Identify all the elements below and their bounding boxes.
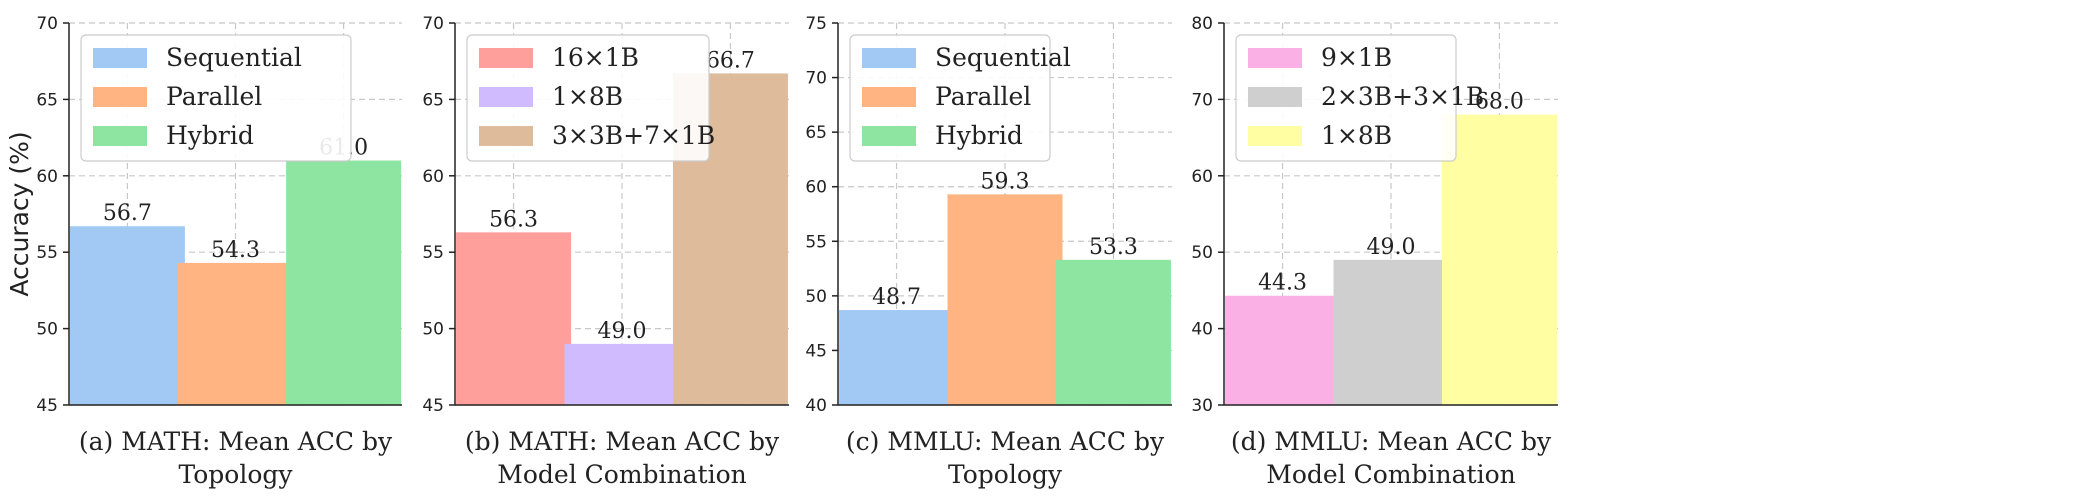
y-tick-label: 30	[1191, 396, 1213, 416]
y-tick-label: 70	[805, 69, 827, 89]
panel-caption: (a) MATH: Mean ACC by	[79, 427, 393, 456]
value-label: 54.3	[211, 238, 260, 263]
value-label: 68.0	[1475, 90, 1524, 115]
legend-entry: Sequential	[935, 43, 1071, 72]
bar-1	[1333, 259, 1449, 405]
y-tick-label: 40	[1191, 320, 1213, 340]
value-label: 56.7	[103, 201, 152, 226]
y-tick-label: 60	[36, 167, 58, 187]
legend-swatch	[862, 126, 916, 146]
legend-entry: 1×8B	[552, 82, 623, 111]
y-tick-label: 45	[805, 341, 827, 361]
bar-2	[1441, 114, 1557, 406]
value-label: 59.3	[981, 169, 1030, 194]
value-label: 44.3	[1258, 271, 1307, 296]
legend-swatch	[1248, 48, 1302, 68]
chart-panel-b: 56.3 49.0 66.7 45 50 55 60 65 70 (b) MATH: Mean A…	[422, 14, 789, 489]
y-tick-label: 65	[422, 90, 444, 110]
legend-entry: 2×3B+3×1B	[1321, 82, 1484, 111]
y-tick-label: 60	[805, 178, 827, 198]
y-tick-label: 55	[805, 232, 827, 252]
y-tick-label: 40	[805, 396, 827, 416]
legend-entry: Hybrid	[166, 121, 254, 150]
legend-entry: 3×3B+7×1B	[552, 121, 715, 150]
value-label: 56.3	[489, 207, 538, 232]
value-label: 48.7	[872, 285, 921, 310]
bar-1	[178, 262, 293, 405]
legend-entry: Parallel	[935, 82, 1031, 111]
legend-swatch	[1248, 126, 1302, 146]
chart-panel-d: 44.3 49.0 68.0 30 40 50 60 70 80 (d) MMLU: Mean A…	[1191, 14, 1558, 489]
bar-2	[1055, 259, 1171, 405]
y-tick-label: 70	[422, 14, 444, 34]
value-label: 49.0	[1367, 235, 1416, 260]
legend-swatch	[479, 87, 533, 107]
panel-caption: Model Combination	[497, 460, 746, 489]
y-tick-label: 65	[805, 123, 827, 143]
bar-2	[286, 160, 402, 405]
legend-entry: 1×8B	[1321, 121, 1392, 150]
bar-0	[456, 232, 572, 405]
y-tick-label: 50	[805, 287, 827, 307]
y-tick-label: 75	[805, 14, 827, 34]
legend-entry: Hybrid	[935, 121, 1023, 150]
bar-0	[839, 310, 955, 405]
legend-box	[80, 34, 352, 162]
legend-entry: 16×1B	[552, 43, 639, 72]
y-tick-label: 55	[422, 243, 444, 263]
y-tick-label: 50	[36, 320, 58, 340]
panel-caption: (c) MMLU: Mean ACC by	[846, 427, 1165, 456]
bar-0	[1225, 295, 1341, 405]
value-label: 53.3	[1089, 235, 1138, 260]
y-tick-label: 55	[36, 243, 58, 263]
legend-swatch	[862, 87, 916, 107]
y-tick-label: 80	[1191, 14, 1213, 34]
y-tick-label: 60	[1191, 167, 1213, 187]
value-label: 66.7	[706, 48, 755, 73]
legend-swatch	[93, 48, 147, 68]
bar-1	[947, 194, 1063, 405]
y-tick-label: 50	[1191, 243, 1213, 263]
legend-swatch	[479, 48, 533, 68]
legend-entry: 9×1B	[1321, 43, 1392, 72]
panel-caption: (d) MMLU: Mean ACC by	[1231, 427, 1552, 456]
legend-swatch	[1248, 87, 1302, 107]
legend-swatch	[479, 126, 533, 146]
panel-caption: Topology	[948, 460, 1063, 489]
legend-entry: Sequential	[166, 43, 302, 72]
legend-entry: Parallel	[166, 82, 262, 111]
y-tick-label: 65	[36, 90, 58, 110]
value-label: 49.0	[598, 319, 647, 344]
legend-swatch	[862, 48, 916, 68]
y-tick-label: 45	[422, 396, 444, 416]
y-tick-label: 70	[36, 14, 58, 34]
y-tick-label: 60	[422, 167, 444, 187]
legend-swatch	[93, 87, 147, 107]
panel-caption: Topology	[178, 460, 293, 489]
bar-1	[564, 343, 680, 405]
panel-caption: Model Combination	[1266, 460, 1515, 489]
y-tick-label: 50	[422, 320, 444, 340]
y-tick-label: 70	[1191, 90, 1213, 110]
chart-panel-a: 56.754.361.0455055606570Accuracy (%)(a) …	[5, 14, 402, 489]
y-tick-label: 45	[36, 396, 58, 416]
bar-0	[69, 226, 185, 405]
chart-panel-c: 48.7 59.3 53.3 40 45 50 55 60 65 70 75 (c) MMLU: Me…	[805, 14, 1172, 489]
panel-caption: (b) MATH: Mean ACC by	[465, 427, 780, 456]
y-axis-label: Accuracy (%)	[5, 131, 34, 296]
legend-swatch	[93, 126, 147, 146]
